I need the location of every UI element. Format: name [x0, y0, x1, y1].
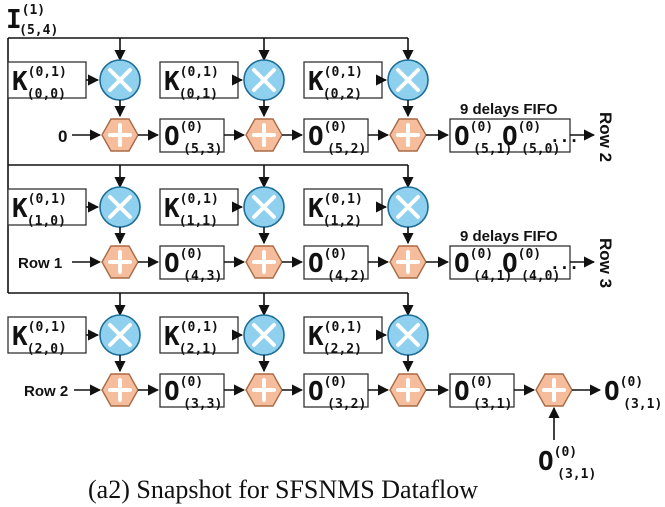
adder-icon [245, 245, 283, 279]
adder-icon [389, 373, 427, 407]
partial-box-2-1 [303, 373, 369, 408]
adder-icon [389, 118, 427, 152]
row-1: K(0,1) (1,0) K(0,1) (1,1) K(0,1) (1,2) Row … [7, 186, 615, 288]
input-label: I(1) (5,4) [6, 3, 58, 38]
row-2-start-label: Row 2 [24, 383, 68, 400]
fifo-item-1-0: O(0) (4,1) [454, 247, 512, 284]
kernel-label-0-1: K(0,1) (0,1) [164, 65, 219, 102]
multiplier-icon [387, 186, 429, 228]
fifo-ellipsis-1: ... [550, 254, 579, 273]
kernel-label-2-1: K(0,1) (2,1) [164, 320, 219, 357]
partial-label-0-1: O(0) (5,2) [308, 120, 366, 157]
partial-label-2-1: O(0) (3,2) [308, 375, 366, 412]
kernel-label-0-0: K(0,1) (0,0) [12, 65, 67, 102]
row-2: K(0,1) (2,0) K(0,1) (2,1) K(0,1) (2,2) Row … [7, 314, 662, 482]
adder-icon [101, 245, 139, 279]
kernel-label-1-2: K(0,1) (1,2) [308, 192, 363, 229]
kernel-label-2-0: K(0,1) (2,0) [12, 320, 67, 357]
fifo-label-0: 9 delays FIFO [460, 101, 558, 118]
fifo-ellipsis-0: ... [550, 127, 579, 146]
kernel-box-0-1 [159, 61, 239, 99]
figure-caption: (a2) Snapshot for SFSNMS Dataflow [88, 475, 478, 504]
partial-box-0-1 [303, 118, 369, 153]
fifo-item-1-1: O(0) (4,0) [502, 247, 560, 284]
row-0-output-label: Row 2 [596, 112, 615, 162]
kernel-box-1-1 [159, 188, 239, 226]
fifo-box-0 [449, 118, 571, 153]
multiplier-icon [387, 59, 429, 101]
kernel-label-2-2: K(0,1) (2,2) [308, 320, 363, 357]
kernel-label-1-1: K(0,1) (1,1) [164, 192, 219, 229]
row-0: K(0,1) (0,0) K(0,1) (0,1) K(0,1) (0,2) 0 O(… [7, 59, 615, 162]
adder-icon [535, 373, 573, 407]
partial-label-0-0: O(0) (5,3) [164, 120, 222, 157]
adder-icon [101, 118, 139, 152]
kernel-box-2-2 [303, 316, 383, 354]
kernel-box-1-2 [303, 188, 383, 226]
adder-icon [245, 373, 283, 407]
final-output-label: O(0) (3,1) [604, 375, 662, 412]
row-1-output-label: Row 3 [596, 238, 615, 288]
adder-icon [101, 373, 139, 407]
partial-label-2-2: O(0) (3,1) [454, 375, 512, 412]
multiplier-icon [99, 314, 141, 356]
multiplier-icon [99, 59, 141, 101]
partial-label-1-0: O(0) (4,3) [164, 247, 222, 284]
fifo-item-0-1: O(0) (5,0) [502, 120, 560, 157]
partial-label-2-0: O(0) (3,3) [164, 375, 222, 412]
kernel-box-2-0 [7, 316, 87, 354]
multiplier-icon [243, 314, 285, 356]
kernel-label-1-0: K(0,1) (1,0) [12, 192, 67, 229]
row-0-start-label: 0 [58, 127, 67, 146]
partial-label-1-1: O(0) (4,2) [308, 247, 366, 284]
row-1-start-label: Row 1 [18, 255, 62, 272]
multiplier-icon [243, 59, 285, 101]
fifo-item-0-0: O(0) (5,1) [454, 120, 512, 157]
kernel-box-2-1 [159, 316, 239, 354]
adder-icon [245, 118, 283, 152]
adder-icon [389, 245, 427, 279]
multiplier-icon [243, 186, 285, 228]
fifo-box-1 [449, 245, 571, 280]
partial-box-0-0 [159, 118, 225, 153]
kernel-box-0-2 [303, 61, 383, 99]
fifo-label-1: 9 delays FIFO [460, 228, 558, 245]
partial-box-2-2 [449, 373, 515, 408]
kernel-label-0-2: K(0,1) (0,2) [308, 65, 363, 102]
multiplier-icon [99, 186, 141, 228]
multiplier-icon [387, 314, 429, 356]
extra-input-label: O(0) (3,1) [538, 445, 596, 482]
input-bus [7, 37, 414, 317]
